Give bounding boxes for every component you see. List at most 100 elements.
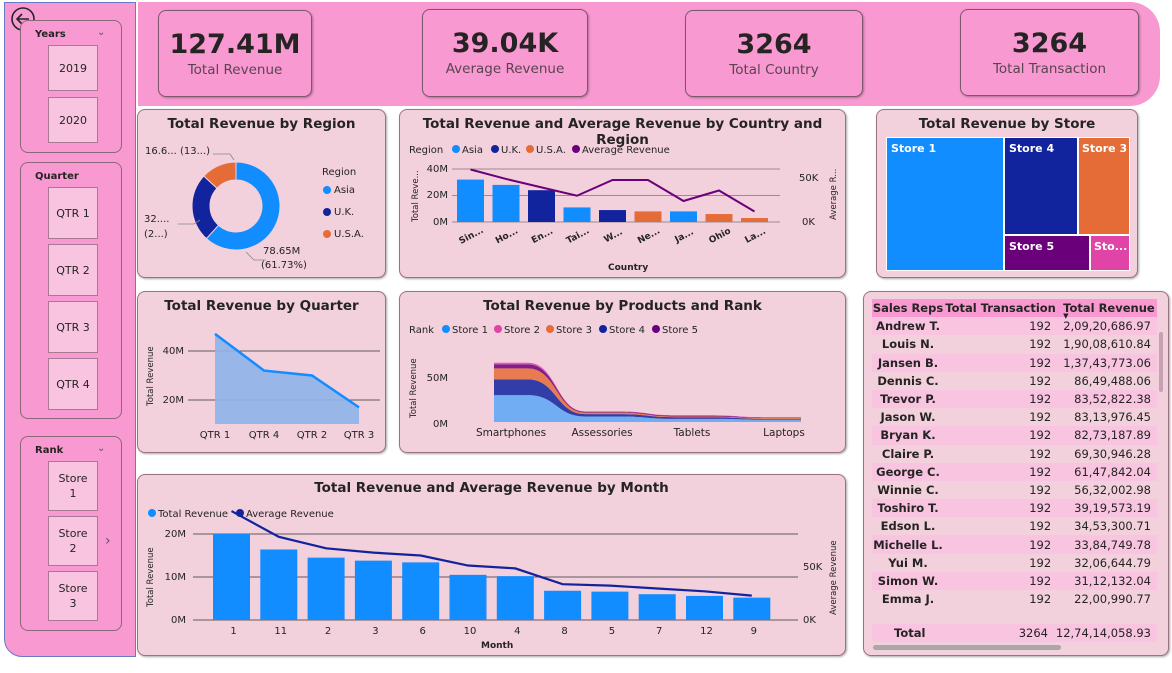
- chevron-down-icon[interactable]: ⌄: [97, 443, 106, 454]
- legend-item-usa[interactable]: U.S.A.: [536, 145, 566, 156]
- legend-marker-uk: [323, 208, 331, 216]
- average-revenue-line[interactable]: [230, 510, 752, 597]
- legend-item-total-revenue[interactable]: Total Revenue: [157, 509, 228, 520]
- legend-item-uk[interactable]: U.K.: [334, 207, 354, 218]
- bar-ho[interactable]: [492, 184, 520, 222]
- y-tick: 0M: [433, 217, 448, 228]
- chevron-down-icon[interactable]: ⌄: [97, 27, 106, 38]
- bar-month-1[interactable]: [213, 534, 250, 620]
- year-option-2020[interactable]: 2020: [48, 97, 98, 143]
- revenue-cell: 83,13,976.45: [1057, 408, 1157, 427]
- area-line[interactable]: [214, 332, 360, 409]
- table-row[interactable]: Edson L. 192 34,53,300.71: [872, 517, 1157, 536]
- bar-month-7[interactable]: [638, 594, 676, 620]
- legend-marker: [572, 145, 580, 153]
- average-revenue-line[interactable]: [470, 168, 756, 213]
- legend-item-store3[interactable]: Store 3: [556, 325, 592, 336]
- store-treemap-card: Total Revenue by Store Store 1 Store 4 S…: [876, 109, 1138, 278]
- legend-item-uk[interactable]: U.K.: [501, 145, 521, 156]
- bar-la[interactable]: [741, 218, 768, 222]
- table-row[interactable]: Michelle L. 192 33,84,749.78: [872, 535, 1157, 554]
- rank-option-store2[interactable]: Store 2: [48, 516, 98, 566]
- ribbon-store1[interactable]: [494, 395, 801, 422]
- quarter-option-qtr3[interactable]: QTR 3: [48, 301, 98, 353]
- legend-item-asia[interactable]: Asia: [334, 185, 355, 196]
- treemap-tile-store2[interactable]: Sto...: [1090, 235, 1130, 271]
- treemap-tile-store4[interactable]: Store 4: [1004, 137, 1078, 235]
- bar-ne[interactable]: [634, 211, 662, 222]
- bar-month-5[interactable]: [591, 591, 629, 620]
- ribbon-store4[interactable]: [494, 379, 801, 420]
- transaction-cell: 192: [944, 389, 1058, 409]
- table-row[interactable]: Trevor P. 192 83,52,822.38: [872, 389, 1157, 409]
- donut-chart: 16.6... (13...) 32.... (2...) 78.65M (61…: [144, 146, 364, 271]
- treemap-tile-store5[interactable]: Store 5: [1004, 235, 1090, 271]
- quarter-option-qtr4[interactable]: QTR 4: [48, 358, 98, 410]
- bar-month-12[interactable]: [686, 595, 723, 620]
- year-option-2019[interactable]: 2019: [48, 45, 98, 91]
- quarter-option-qtr2[interactable]: QTR 2: [48, 244, 98, 296]
- bar-month-10[interactable]: [449, 574, 487, 620]
- bar-en[interactable]: [528, 190, 555, 222]
- table-row[interactable]: Jansen B. 192 1,37,43,773.06: [872, 353, 1157, 372]
- rank-option-store1[interactable]: Store 1: [48, 461, 98, 511]
- bar-month-8[interactable]: [544, 590, 582, 620]
- x-tick-label: QTR 1: [200, 430, 230, 441]
- rank-option-store3[interactable]: Store 3: [48, 571, 98, 621]
- table-row[interactable]: Yui M. 192 32,06,644.79: [872, 553, 1157, 572]
- column-header-total-revenue[interactable]: Total Revenue ▼: [1057, 299, 1157, 320]
- legend-item-store5[interactable]: Store 5: [662, 325, 698, 336]
- bar-month-11[interactable]: [260, 549, 298, 620]
- donut-slice-usa[interactable]: [203, 161, 237, 189]
- bar-month-3[interactable]: [354, 560, 392, 620]
- bar-month-6[interactable]: [402, 562, 440, 620]
- legend-item-store2[interactable]: Store 2: [504, 325, 540, 336]
- y2-tick: 50K: [803, 562, 823, 573]
- legend-marker-usa: [323, 230, 331, 238]
- revenue-cell: 39,19,573.19: [1057, 499, 1157, 518]
- table-row[interactable]: Winnie C. 192 56,32,002.98: [872, 480, 1157, 500]
- rep-name-cell: Simon W.: [872, 571, 944, 590]
- horizontal-scrollbar[interactable]: [873, 645, 1061, 650]
- legend-item-store4[interactable]: Store 4: [609, 325, 645, 336]
- table-row[interactable]: Bryan K. 192 82,73,187.89: [872, 426, 1157, 445]
- bar-w[interactable]: [599, 210, 626, 222]
- treemap-tile-store1[interactable]: Store 1: [886, 137, 1004, 271]
- table-row[interactable]: Simon W. 192 31,12,132.04: [872, 571, 1157, 590]
- bar-sin[interactable]: [457, 179, 484, 222]
- table-row[interactable]: Jason W. 192 83,13,976.45: [872, 408, 1157, 427]
- table-row[interactable]: Emma J. 192 22,00,990.77: [872, 590, 1157, 609]
- table-row[interactable]: Louis N. 192 1,90,08,610.84: [872, 335, 1157, 354]
- chevron-right-icon[interactable]: ›: [105, 533, 111, 549]
- kpi-value: 39.04K: [451, 28, 559, 59]
- table-row[interactable]: Dennis C. 192 86,49,488.06: [872, 371, 1157, 390]
- rank-option-label: Store 1: [58, 472, 88, 500]
- revenue-cell: 82,73,187.89: [1057, 426, 1157, 445]
- bar-ohio[interactable]: [705, 214, 733, 222]
- kpi-label: Total Revenue: [187, 62, 283, 78]
- bar-tai[interactable]: [563, 207, 591, 222]
- ribbon-store3[interactable]: [494, 368, 801, 419]
- quarter-area-card: Total Revenue by Quarter 40M 20M Total R…: [137, 291, 386, 453]
- column-header-total-transaction[interactable]: Total Transaction: [944, 299, 1058, 318]
- treemap-tile-store3[interactable]: Store 3: [1078, 137, 1130, 235]
- legend-item-average-revenue[interactable]: Average Revenue: [246, 509, 334, 520]
- legend-item-average[interactable]: Average Revenue: [582, 145, 670, 156]
- table-row[interactable]: Andrew T. 192 2,09,20,686.97: [872, 317, 1157, 336]
- revenue-cell: 32,06,644.79: [1057, 553, 1157, 572]
- column-header-sales-reps[interactable]: Sales Reps: [872, 299, 944, 318]
- table-row[interactable]: George C. 192 61,47,842.04: [872, 462, 1157, 481]
- bar-ja[interactable]: [670, 211, 697, 222]
- legend-item-store1[interactable]: Store 1: [452, 325, 488, 336]
- bar-month-2[interactable]: [307, 557, 345, 620]
- vertical-scrollbar[interactable]: [1159, 332, 1163, 392]
- donut-slice-asia[interactable]: [205, 161, 281, 251]
- legend-item-usa[interactable]: U.S.A.: [334, 229, 364, 240]
- table-row[interactable]: Claire P. 192 69,30,946.28: [872, 444, 1157, 463]
- bar-month-9[interactable]: [733, 597, 771, 620]
- table-row[interactable]: Toshiro T. 192 39,19,573.19: [872, 499, 1157, 518]
- area-fill[interactable]: [215, 333, 359, 424]
- quarter-option-qtr1[interactable]: QTR 1: [48, 187, 98, 239]
- legend-item-asia[interactable]: Asia: [462, 145, 483, 156]
- bar-month-4[interactable]: [496, 576, 534, 620]
